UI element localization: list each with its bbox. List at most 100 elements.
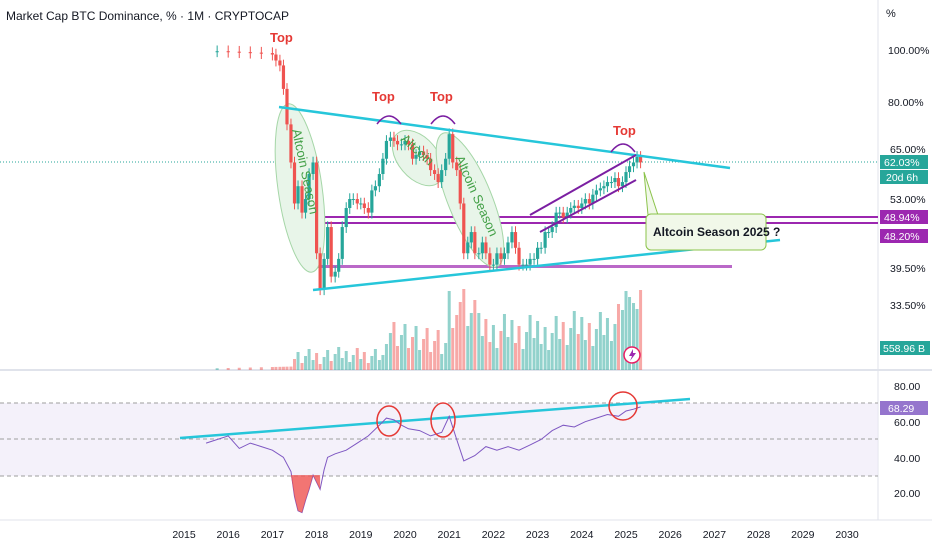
- volume-badge-text: 558.96 B: [883, 343, 925, 355]
- volume-bar: [639, 290, 643, 370]
- volume-bar: [274, 366, 278, 370]
- volume-bar: [399, 335, 403, 370]
- x-tick: 2022: [482, 529, 506, 541]
- top-arc-2: [430, 115, 456, 125]
- volume-bar: [411, 337, 415, 370]
- candle-body: [484, 242, 488, 254]
- volume-bar: [539, 344, 543, 370]
- top-label-4: Top: [613, 123, 636, 138]
- price-badge-text: 62.03%: [884, 157, 920, 169]
- volume-bar: [329, 361, 333, 370]
- volume-bar: [425, 328, 429, 370]
- candle-body: [436, 174, 440, 183]
- x-tick: 2018: [305, 529, 329, 541]
- candle-body: [458, 170, 462, 204]
- callout-box[interactable]: [645, 213, 767, 251]
- candle-body: [491, 264, 495, 266]
- volume-bar: [248, 367, 252, 370]
- candle-body: [580, 203, 584, 209]
- candle-body: [296, 186, 300, 204]
- candle-body: [270, 53, 274, 55]
- volume-bar: [591, 346, 595, 370]
- time-axis[interactable]: 2015 2016 2017 2018 2019 2020 2021 2022 2023 2024…: [172, 529, 859, 541]
- volume-bar: [362, 352, 366, 370]
- candle-body: [539, 247, 543, 249]
- candle-body: [292, 162, 297, 204]
- volume-bar: [632, 303, 636, 370]
- candle-body: [451, 134, 455, 163]
- volume-bar: [337, 347, 341, 370]
- top-label-3: Top: [430, 89, 453, 104]
- candle-body: [591, 194, 595, 204]
- volume-bar: [624, 291, 628, 370]
- candle-body: [318, 253, 322, 290]
- volume-bar: [477, 313, 481, 370]
- upper-trendline[interactable]: [278, 105, 731, 170]
- candle-body: [366, 208, 370, 213]
- candle-body: [226, 51, 230, 53]
- candle-body: [528, 258, 532, 265]
- rsi-oversold-fill: [290, 475, 321, 513]
- price-axis[interactable]: 100.00% 80.00% 65.00% 53.00% 39.50% 33.5…: [888, 45, 929, 500]
- level-upper-text: 48.94%: [884, 212, 920, 224]
- volume-bar: [326, 350, 330, 370]
- rsi-trendline[interactable]: [179, 397, 691, 440]
- x-tick: 2025: [614, 529, 638, 541]
- candle-body: [598, 188, 602, 191]
- candle-body: [550, 227, 554, 233]
- candle-body: [473, 232, 477, 254]
- percent-scale-button[interactable]: %: [886, 8, 896, 20]
- candle-body: [510, 232, 514, 243]
- x-tick: 2016: [217, 529, 241, 541]
- candle-body: [558, 212, 562, 214]
- channel-top[interactable]: [529, 154, 637, 216]
- candle-body: [326, 227, 330, 259]
- volume-bar: [440, 354, 444, 370]
- rsi-circle-3: [608, 391, 638, 421]
- volume-bar: [259, 367, 263, 370]
- candle-body: [561, 212, 565, 218]
- candle-body: [594, 190, 598, 195]
- volume-bar: [572, 311, 576, 370]
- candle-body: [303, 199, 308, 213]
- x-tick: 2023: [526, 529, 550, 541]
- candle-body: [388, 137, 393, 141]
- volume-bar: [580, 317, 584, 370]
- volume-bar: [554, 316, 558, 370]
- volume-bar: [422, 339, 426, 370]
- candle-body: [583, 199, 587, 204]
- volume-bar: [307, 349, 311, 370]
- volume-bar: [469, 313, 473, 370]
- candle-body: [281, 65, 286, 89]
- lightning-glyph: [629, 349, 636, 361]
- candle-body: [300, 186, 304, 213]
- volume-bar: [506, 337, 510, 370]
- candle-body: [502, 253, 507, 259]
- candle-body: [635, 156, 639, 163]
- volume-bar: [433, 341, 437, 370]
- channel-bottom[interactable]: [539, 179, 637, 233]
- volume-bar: [455, 315, 459, 370]
- candle-body: [638, 156, 643, 163]
- callout-text: Altcoin Season 2025 ?: [653, 225, 780, 239]
- candle-body: [532, 258, 536, 260]
- candle-body: [421, 151, 426, 156]
- rsi-circle-2: [430, 402, 456, 438]
- volume-bar: [300, 363, 304, 370]
- candle-body: [351, 199, 355, 201]
- volume-bar: [495, 348, 499, 370]
- volume-bar: [296, 352, 300, 370]
- volume-bar: [403, 324, 407, 370]
- volume-bar: [514, 343, 517, 370]
- candle-body: [602, 186, 606, 189]
- level-lower-text: 48.20%: [884, 231, 920, 243]
- price-badge: [880, 155, 928, 169]
- candle-body: [392, 137, 396, 141]
- volume-bar: [377, 360, 381, 370]
- support-box[interactable]: [305, 265, 732, 268]
- level-upper-badge: [880, 210, 928, 224]
- volume-bar: [226, 368, 230, 370]
- x-tick: 2020: [393, 529, 417, 541]
- candle-body: [344, 208, 348, 228]
